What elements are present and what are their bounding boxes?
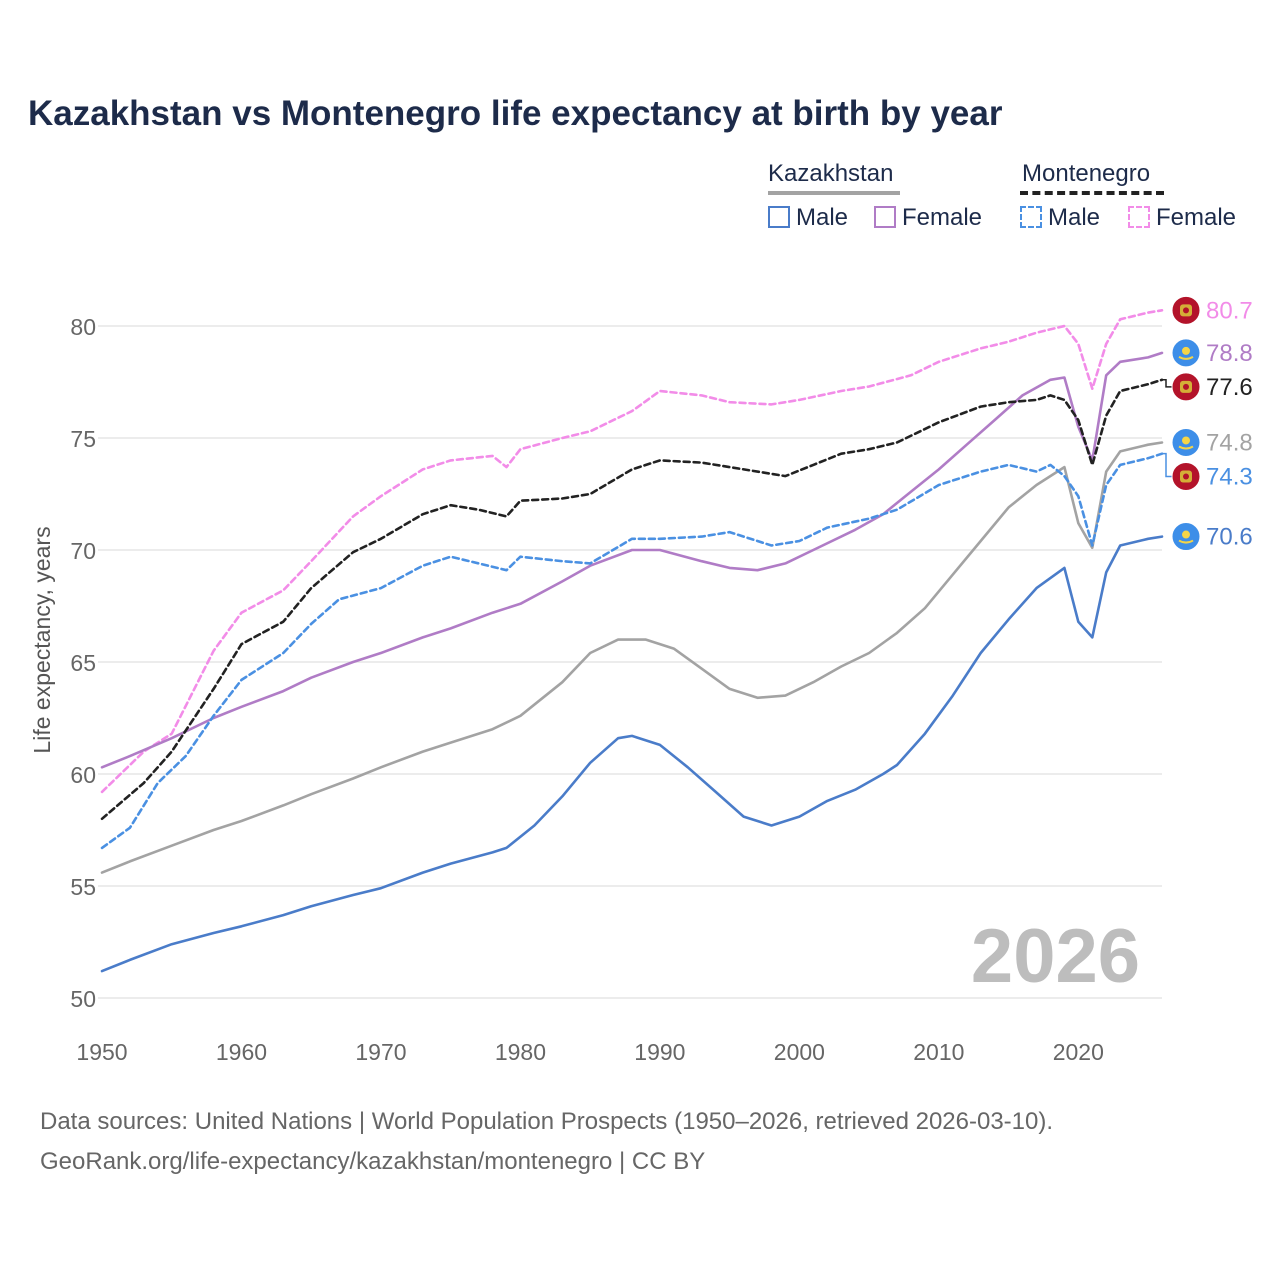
x-tick-label: 2020 xyxy=(1053,1039,1104,1065)
source-line-2: GeoRank.org/life-expectancy/kazakhstan/m… xyxy=(40,1148,706,1175)
legend-swatch-kazakhstan-female xyxy=(874,206,896,228)
series-line-montenegro-male xyxy=(100,378,1164,821)
year-watermark: 2026 xyxy=(971,914,1140,999)
x-tick-label: 1980 xyxy=(495,1039,546,1065)
y-axis-ticks: 50 55 60 65 70 75 80 xyxy=(70,314,96,1012)
legend-montenegro-line xyxy=(1020,191,1164,195)
x-tick-label: 1990 xyxy=(634,1039,685,1065)
x-tick-label: 2010 xyxy=(913,1039,964,1065)
page-title: Kazakhstan vs Montenegro life expectancy… xyxy=(28,94,1003,133)
end-label-value: 74.8 xyxy=(1206,429,1253,456)
series-line-montenegro-both xyxy=(100,452,1164,850)
flag-sun-shape xyxy=(1182,346,1190,355)
end-label-montenegro-female: 80.7 xyxy=(1171,295,1253,325)
y-tick-label: 70 xyxy=(70,538,96,564)
flag-emblem-center xyxy=(1183,307,1189,314)
end-label-value: 80.7 xyxy=(1206,297,1253,324)
end-label-value: 70.6 xyxy=(1206,524,1253,551)
y-tick-label: 50 xyxy=(70,986,96,1012)
x-tick-label: 2000 xyxy=(774,1039,825,1065)
end-label-value: 74.3 xyxy=(1206,463,1253,490)
y-tick-label: 60 xyxy=(70,762,96,788)
flag-eagle-shape xyxy=(1178,355,1194,360)
end-label-value: 77.6 xyxy=(1206,374,1253,401)
flag-sun-shape xyxy=(1182,436,1190,445)
series-line-kazakhstan-both xyxy=(100,441,1164,874)
legend-kazakhstan-title: Kazakhstan xyxy=(768,160,894,187)
end-label-kazakhstan-male: 70.6 xyxy=(1171,522,1253,552)
end-label-connector xyxy=(1162,452,1172,478)
legend-montenegro-title: Montenegro xyxy=(1022,160,1151,187)
legend-swatch-kazakhstan-male xyxy=(768,206,790,228)
legend-kazakhstan-female[interactable]: Female xyxy=(874,204,982,232)
end-label-kazakhstan-female: 78.8 xyxy=(1171,338,1253,368)
y-tick-label: 75 xyxy=(70,426,96,452)
flag-emblem-center xyxy=(1183,473,1189,480)
legend-kazakhstan-line xyxy=(768,191,900,195)
y-axis-label: Life expectancy, years xyxy=(29,526,55,753)
flag-sun-shape xyxy=(1182,530,1190,539)
flag-eagle-shape xyxy=(1178,539,1194,544)
series-line-montenegro-female xyxy=(100,309,1164,794)
end-label-value: 78.8 xyxy=(1206,340,1253,367)
legend-kazakhstan: Kazakhstan Male Female xyxy=(768,160,998,240)
y-tick-label: 80 xyxy=(70,314,96,340)
series-line-kazakhstan-male xyxy=(100,535,1164,973)
y-tick-label: 55 xyxy=(70,874,96,900)
flag-emblem-center xyxy=(1183,383,1189,390)
legend-swatch-montenegro-male xyxy=(1020,206,1042,228)
end-label-montenegro-both: 74.3 xyxy=(1162,452,1253,491)
grid-lines xyxy=(98,325,1162,999)
x-tick-label: 1960 xyxy=(216,1039,267,1065)
series-line-kazakhstan-female xyxy=(100,351,1164,769)
legend-label: Male xyxy=(796,204,849,231)
end-label-kazakhstan-both: 74.8 xyxy=(1171,427,1253,457)
series-lines xyxy=(100,309,1164,973)
source-line-1: Data sources: United Nations | World Pop… xyxy=(40,1108,1054,1135)
legend-montenegro-female[interactable]: Female xyxy=(1128,204,1236,232)
legend-label: Female xyxy=(902,204,983,231)
x-tick-label: 1950 xyxy=(76,1039,127,1065)
legend-label: Male xyxy=(1048,204,1101,231)
end-labels: 80.7 78.8 77.6 74.8 74.3 70.6 xyxy=(1162,295,1253,552)
legend-kazakhstan-male[interactable]: Male xyxy=(768,204,848,232)
legend-montenegro: Montenegro Male Female xyxy=(1020,160,1270,240)
legend-montenegro-male[interactable]: Male xyxy=(1020,204,1100,232)
legend-label: Female xyxy=(1156,204,1237,231)
end-label-connector xyxy=(1162,379,1172,388)
flag-eagle-shape xyxy=(1178,445,1194,450)
x-axis-ticks: 1950 1960 1970 1980 1990 2000 2010 2020 xyxy=(76,1039,1103,1065)
x-tick-label: 1970 xyxy=(355,1039,406,1065)
y-tick-label: 65 xyxy=(70,650,96,676)
end-label-montenegro-male: 77.6 xyxy=(1162,372,1253,402)
legend-swatch-montenegro-female xyxy=(1128,206,1150,228)
